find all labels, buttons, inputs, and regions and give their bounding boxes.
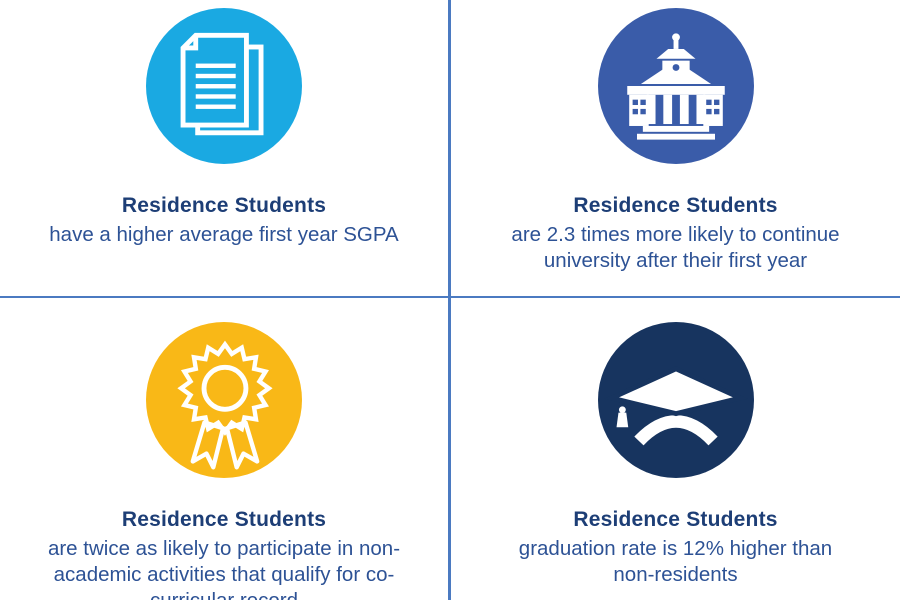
caption-line: graduation rate is 12% higher than (518, 537, 833, 560)
caption-line: non-residents (613, 563, 738, 586)
panel-title: Residence Students (121, 194, 327, 217)
panel-caption: have a higher average first year SGPA (49, 222, 398, 248)
activities-circle (146, 322, 302, 478)
panel-title: Residence Students (121, 508, 327, 531)
graduation-cap-icon (603, 366, 748, 446)
caption-line: curricular record (48, 588, 400, 600)
caption-line: university after their first year (543, 249, 808, 272)
panel-caption: graduation rate is 12% higher than non-r… (519, 536, 832, 588)
panel-caption: are 2.3 times more likely to continue un… (511, 222, 839, 274)
caption-line: have a higher average first year SGPA (49, 223, 399, 246)
panel-retention: Residence Students are 2.3 times more li… (451, 0, 900, 274)
panel-graduation: Residence Students graduation rate is 12… (451, 298, 900, 588)
caption-line: academic activities that qualify for co- (53, 563, 395, 586)
university-building-icon (626, 33, 725, 140)
retention-circle (597, 8, 754, 164)
panel-title: Residence Students (573, 194, 778, 217)
caption-line: are 2.3 times more likely to continue (511, 223, 840, 246)
graduation-circle (597, 322, 754, 478)
documents-icon (180, 32, 264, 136)
panel-activities: Residence Students are twice as likely t… (0, 298, 448, 600)
award-ribbon-icon (177, 340, 273, 470)
panel-title: Residence Students (573, 508, 778, 531)
vertical-divider (448, 0, 451, 600)
sgpa-circle (146, 8, 302, 164)
caption-line: are twice as likely to participate in no… (47, 537, 401, 560)
panel-caption: are twice as likely to participate in no… (48, 536, 400, 600)
panel-sgpa: Residence Students have a higher average… (0, 0, 448, 248)
